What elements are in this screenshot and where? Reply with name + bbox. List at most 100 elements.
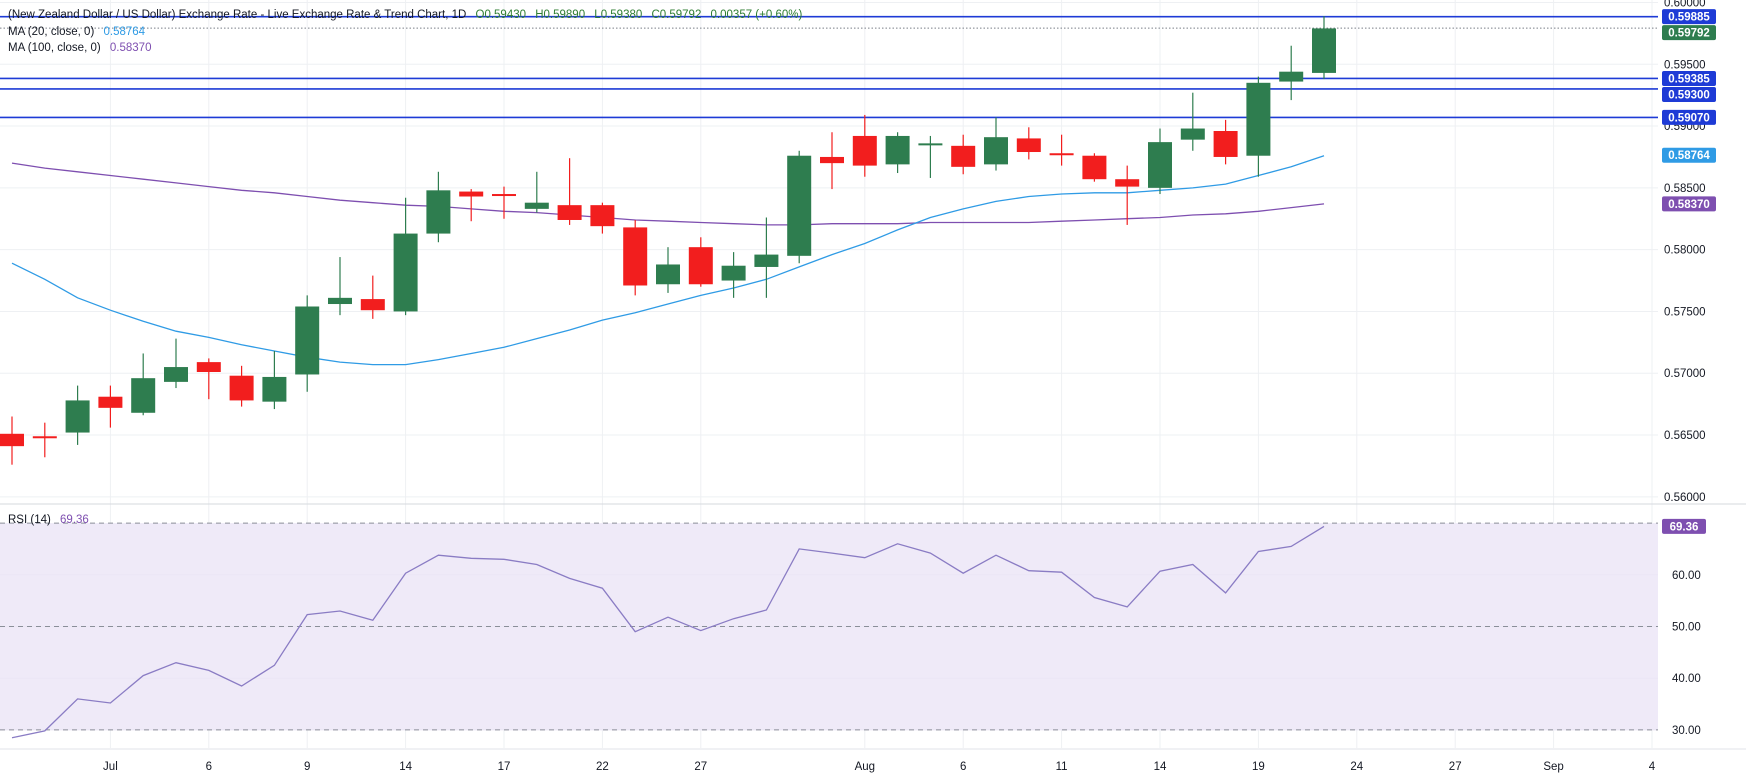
low-value: L0.59380 xyxy=(594,9,643,21)
price-tag-last: 0.59792 xyxy=(1662,25,1716,41)
price-tick-label: 0.57500 xyxy=(1664,306,1706,318)
candle-body xyxy=(754,254,779,267)
candle-up xyxy=(131,353,156,416)
candle-body xyxy=(492,194,516,197)
candle-body xyxy=(852,135,877,166)
ma100-label: MA (100, close, 0) xyxy=(8,42,101,54)
price-tag-level: 0.59300 xyxy=(1662,86,1716,102)
candle-down xyxy=(1213,119,1238,165)
candle-body xyxy=(1148,142,1172,188)
time-tick-label: 9 xyxy=(304,761,310,773)
price-tag-box xyxy=(1662,109,1716,125)
candle-down xyxy=(852,114,877,177)
rsi-tag: 69.36 xyxy=(1662,518,1706,534)
candle-up xyxy=(65,385,90,445)
price-tag-box xyxy=(1662,196,1716,212)
price-tag-label: 0.58370 xyxy=(1668,199,1710,211)
candle-down xyxy=(590,202,615,234)
candle-down xyxy=(623,219,648,296)
candle-down xyxy=(196,358,221,400)
price-tag-level: 0.59385 xyxy=(1662,70,1716,86)
candle-up xyxy=(721,252,746,298)
symbol-title: (New Zealand Dollar / US Dollar) Exchang… xyxy=(8,9,467,21)
candle-down xyxy=(32,422,57,458)
candle-body xyxy=(229,375,254,401)
ma20-line xyxy=(11,155,1325,366)
candle-up xyxy=(1279,45,1304,101)
candle-down xyxy=(0,416,24,465)
change-value: 0.00357 (+0.60%) xyxy=(710,9,803,21)
candle-up xyxy=(1180,92,1205,151)
candle-down xyxy=(1016,127,1041,160)
rsi-label: RSI (14) xyxy=(8,514,51,526)
time-tick-label: 14 xyxy=(1154,761,1167,773)
ma20-label: MA (20, close, 0) xyxy=(8,26,95,38)
candle-up xyxy=(918,135,943,178)
candle-up xyxy=(1148,128,1172,195)
candle-down xyxy=(492,186,516,219)
candle-up xyxy=(393,197,418,316)
price-tag-box xyxy=(1662,70,1716,86)
time-tick-label: Jul xyxy=(103,761,118,773)
time-tick-label: 27 xyxy=(1449,761,1462,773)
legend-ma20: MA (20, close, 0) 0.58764 xyxy=(8,25,145,40)
moving-averages xyxy=(11,155,1325,366)
candle-body xyxy=(688,247,713,285)
candle-down xyxy=(98,385,123,428)
candles xyxy=(0,16,1336,465)
candle-body xyxy=(65,400,90,433)
time-tick-label: 24 xyxy=(1350,761,1363,773)
candle-down xyxy=(1082,153,1107,182)
candle-body xyxy=(656,264,680,285)
candle-down xyxy=(688,237,713,287)
price-tags: 0.59885 0.59792 0.59385 0.59300 0.59070 0.587… xyxy=(1662,9,1716,534)
price-tag-ma20: 0.58764 xyxy=(1662,147,1716,163)
rsi-value: 69.36 xyxy=(60,514,89,526)
legend-title: (New Zealand Dollar / US Dollar) Exchang… xyxy=(8,8,802,23)
open-value: O0.59430 xyxy=(475,9,527,21)
candle-down xyxy=(820,132,844,190)
price-tag-label: 0.58764 xyxy=(1668,150,1710,162)
candle-body xyxy=(1180,128,1205,140)
candle-up xyxy=(754,217,779,298)
horizontal-levels xyxy=(0,15,1658,119)
rsi-tick-label: 50.00 xyxy=(1672,622,1701,634)
candle-body xyxy=(1312,28,1336,73)
candle-body xyxy=(1016,138,1041,153)
candle-body xyxy=(557,205,582,220)
time-tick-label: 6 xyxy=(206,761,212,773)
candle-down xyxy=(229,365,254,407)
candle-body xyxy=(1279,71,1304,82)
rsi-pane xyxy=(0,522,1658,739)
candle-body xyxy=(393,233,418,312)
time-tick-label: 4 xyxy=(1649,761,1656,773)
candle-body xyxy=(328,297,352,305)
candle-body xyxy=(295,306,320,375)
candle-body xyxy=(623,227,648,286)
rsi-tick-label: 30.00 xyxy=(1672,725,1701,737)
time-tick-label: Sep xyxy=(1543,761,1563,773)
price-tick-label: 0.58000 xyxy=(1664,245,1706,257)
price-tag-box xyxy=(1662,86,1716,102)
candle-body xyxy=(918,143,943,146)
ma20-value: 0.58764 xyxy=(103,26,146,38)
candle-body xyxy=(721,265,746,281)
price-tag-ma100: 0.58370 xyxy=(1662,196,1716,212)
candle-body xyxy=(131,378,156,413)
price-tick-label: 0.56000 xyxy=(1664,492,1706,504)
price-tag-level: 0.59885 xyxy=(1662,9,1716,25)
legend-ma100: MA (100, close, 0) 0.58370 xyxy=(8,41,151,56)
candle-body xyxy=(459,191,484,197)
price-tick-label: 0.59500 xyxy=(1664,59,1706,71)
candle-body xyxy=(262,376,287,402)
time-tick-label: Aug xyxy=(855,761,875,773)
price-tick-label: 0.60000 xyxy=(1664,0,1706,9)
price-tag-label: 0.59885 xyxy=(1668,12,1710,24)
rsi-tick-label: 40.00 xyxy=(1672,673,1701,685)
time-tick-label: 22 xyxy=(596,761,609,773)
time-tick-label: 6 xyxy=(960,761,966,773)
time-tick-label: 27 xyxy=(694,761,707,773)
candle-down xyxy=(360,275,385,319)
candle-up xyxy=(295,295,320,392)
